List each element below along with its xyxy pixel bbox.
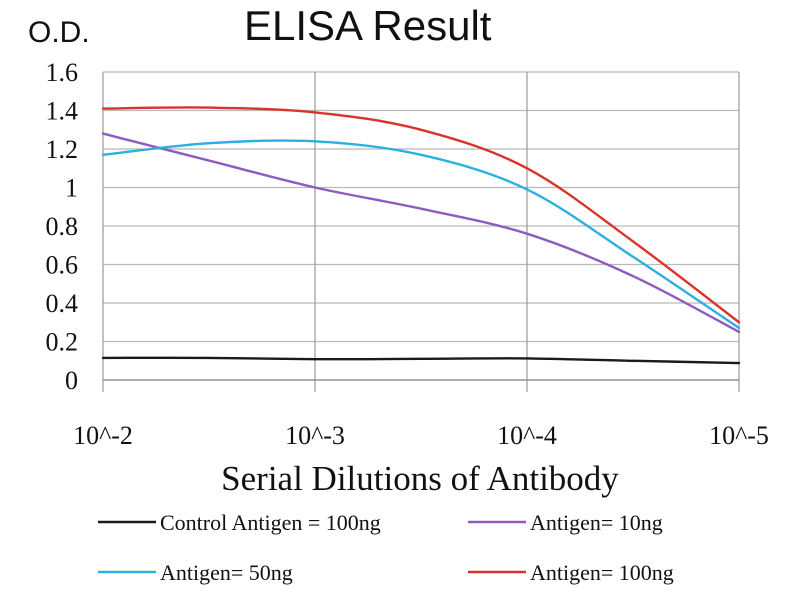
x-tick-labels: 10^-2 10^-3 10^-4 10^-5 — [73, 421, 769, 450]
x-tick-label: 10^-3 — [285, 421, 345, 450]
x-axis-label: Serial Dilutions of Antibody — [221, 459, 619, 498]
y-tick-label: 0 — [65, 366, 78, 395]
y-tick-labels: 0 0.2 0.4 0.6 0.8 1 1.2 1.4 1.6 — [46, 58, 79, 395]
series-lines — [101, 106, 741, 365]
y-tick-label: 0.8 — [46, 212, 79, 241]
series-line-1 — [101, 132, 741, 334]
x-tick-label: 10^-2 — [73, 421, 133, 450]
legend: Control Antigen = 100ng Antigen= 10ng Anti… — [98, 510, 674, 585]
legend-label-3: Antigen= 100ng — [530, 560, 674, 585]
series-line-2 — [101, 139, 741, 330]
y-axis-label: O.D. — [28, 16, 90, 49]
grid — [102, 71, 740, 392]
x-tick-label: 10^-5 — [709, 421, 769, 450]
y-tick-label: 0.2 — [46, 328, 79, 357]
chart-title: ELISA Result — [244, 2, 492, 49]
y-tick-label: 1.2 — [46, 135, 79, 164]
series-line-0 — [101, 356, 741, 365]
y-tick-label: 0.4 — [46, 289, 79, 318]
series-line-3 — [101, 106, 741, 324]
y-tick-label: 1 — [65, 174, 78, 203]
legend-label-0: Control Antigen = 100ng — [160, 510, 381, 535]
legend-label-1: Antigen= 10ng — [530, 510, 663, 535]
legend-label-2: Antigen= 50ng — [160, 560, 293, 585]
y-tick-label: 0.6 — [46, 251, 79, 280]
y-tick-label: 1.4 — [46, 97, 79, 126]
y-tick-label: 1.6 — [46, 58, 79, 87]
x-tick-label: 10^-4 — [497, 421, 557, 450]
